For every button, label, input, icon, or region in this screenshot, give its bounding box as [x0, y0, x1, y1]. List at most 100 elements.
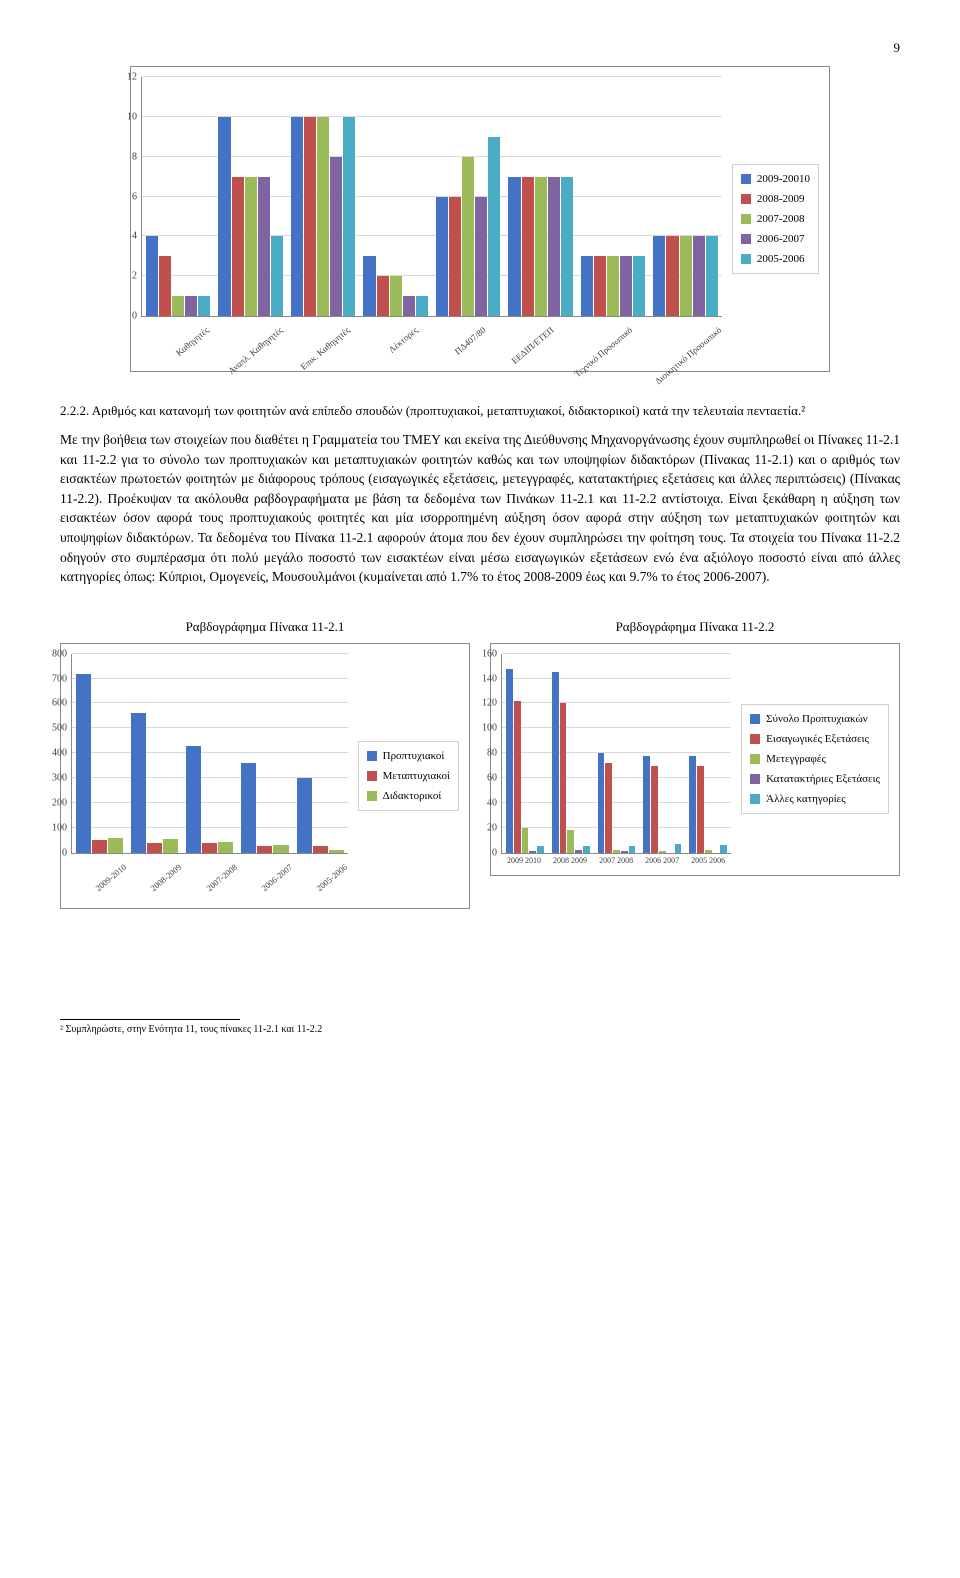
legend-item: Άλλες κατηγορίες	[750, 793, 880, 805]
bar	[675, 844, 682, 853]
legend-swatch	[741, 174, 751, 184]
legend-swatch	[750, 754, 760, 764]
x-axis-label: Τεχνικό Προσωπικό	[572, 321, 658, 402]
bar	[416, 296, 428, 316]
x-axis-label: 2005 2006	[685, 856, 731, 865]
bar	[329, 850, 344, 852]
legend-swatch	[741, 254, 751, 264]
x-axis-label: Αναπλ. Καθηγητές	[226, 321, 308, 399]
bar	[620, 256, 632, 316]
x-axis-label: 2009 2010	[501, 856, 547, 865]
bar	[258, 177, 270, 316]
chart-1-xlabels: ΚαθηγητέςΑναπλ. ΚαθηγητέςΕπικ. Καθηγητές…	[141, 321, 722, 361]
legend-item: Μεταπτυχιακοί	[367, 770, 450, 782]
bar	[514, 701, 521, 853]
chart-3: 020406080100120140160 2009 20102008 2009…	[490, 643, 900, 876]
legend-label: 2009-20010	[757, 173, 810, 185]
bar	[291, 117, 303, 316]
chart-2-xlabels: 2009-20102008-20092007-20082006-20072005…	[71, 858, 348, 898]
bar	[363, 256, 375, 316]
chart-2: 0100200300400500600700800 2009-20102008-…	[60, 643, 470, 909]
legend-item: Διδακτορικοί	[367, 790, 450, 802]
bar	[273, 845, 288, 852]
bar	[488, 137, 500, 316]
bar	[159, 256, 171, 316]
bar	[706, 236, 718, 316]
bar	[163, 839, 178, 853]
bar	[462, 157, 474, 316]
bar	[537, 846, 544, 852]
bar	[218, 842, 233, 853]
chart-2-caption: Ραβδογράφημα Πίνακα 11-2.1	[60, 619, 470, 635]
bar	[92, 840, 107, 852]
bar	[613, 850, 620, 852]
bar	[146, 236, 158, 316]
bar	[377, 276, 389, 316]
chart-3-plot: 020406080100120140160	[501, 654, 731, 854]
bar	[552, 672, 559, 852]
legend-swatch	[741, 194, 751, 204]
x-axis-label: Διοικητικό Προσωπικό	[653, 321, 747, 409]
bar	[232, 177, 244, 316]
bar	[218, 117, 230, 316]
footnote: ² Συμπληρώστε, στην Ενότητα 11, τους πίν…	[60, 1024, 900, 1035]
bar	[567, 830, 574, 852]
legend-label: 2007-2008	[757, 213, 805, 225]
bar	[697, 766, 704, 853]
bar	[693, 236, 705, 316]
chart-1-plot: 024681012	[141, 77, 722, 317]
legend-label: 2008-2009	[757, 193, 805, 205]
legend-item: Προπτυχιακοί	[367, 750, 450, 762]
x-axis-label: 2005-2006	[305, 858, 373, 924]
bar	[313, 846, 328, 852]
bar	[172, 296, 184, 316]
bar	[689, 756, 696, 853]
bar	[245, 177, 257, 316]
bar	[297, 778, 312, 853]
x-axis-label: Λέκτορες	[366, 321, 444, 395]
bar	[680, 236, 692, 316]
section-heading: 2.2.2. Αριθμός και κατανομή των φοιτητών…	[60, 402, 900, 420]
bar	[605, 763, 612, 853]
bar	[594, 256, 606, 316]
legend-item: 2006-2007	[741, 233, 810, 245]
legend-label: Κατατακτήριες Εξετάσεις	[766, 773, 880, 785]
legend-swatch	[367, 771, 377, 781]
legend-item: Σύνολο Προπτυχιακών	[750, 713, 880, 725]
bar	[76, 674, 91, 853]
legend-item: Εισαγωγικές Εξετάσεις	[750, 733, 880, 745]
legend-swatch	[750, 794, 760, 804]
legend-item: 2007-2008	[741, 213, 810, 225]
legend-label: Μεταπτυχιακοί	[383, 770, 450, 782]
bar	[621, 851, 628, 852]
bar	[583, 846, 590, 852]
legend-item: Μετεγγραφές	[750, 753, 880, 765]
bar	[643, 756, 650, 853]
bar	[705, 850, 712, 852]
legend-label: Διδακτορικοί	[383, 790, 442, 802]
legend-label: Εισαγωγικές Εξετάσεις	[766, 733, 869, 745]
bar	[257, 846, 272, 852]
bar	[241, 763, 256, 853]
legend-item: 2009-20010	[741, 173, 810, 185]
legend-item: 2005-2006	[741, 253, 810, 265]
legend-swatch	[750, 734, 760, 744]
legend-swatch	[750, 714, 760, 724]
bar	[436, 197, 448, 317]
lower-charts-row: Ραβδογράφημα Πίνακα 11-2.1 0100200300400…	[60, 607, 900, 939]
bar	[633, 256, 645, 316]
x-axis-label: 2006 2007	[639, 856, 685, 865]
chart-1: 024681012 ΚαθηγητέςΑναπλ. ΚαθηγητέςΕπικ.…	[130, 66, 830, 372]
x-axis-label: Καθηγητές	[157, 321, 235, 395]
bar	[108, 838, 123, 853]
legend-item: Κατατακτήριες Εξετάσεις	[750, 773, 880, 785]
x-axis-label: 2007 2008	[593, 856, 639, 865]
bar	[629, 846, 636, 852]
x-axis-label: ΕΕΔΙΠ/ΕΤΕΠ	[502, 321, 580, 395]
x-axis-label: Επικ. Καθηγητές	[298, 321, 376, 395]
legend-label: Προπτυχιακοί	[383, 750, 445, 762]
legend-label: Άλλες κατηγορίες	[766, 793, 846, 805]
legend-label: Μετεγγραφές	[766, 753, 826, 765]
bar	[271, 236, 283, 316]
bar	[607, 256, 619, 316]
